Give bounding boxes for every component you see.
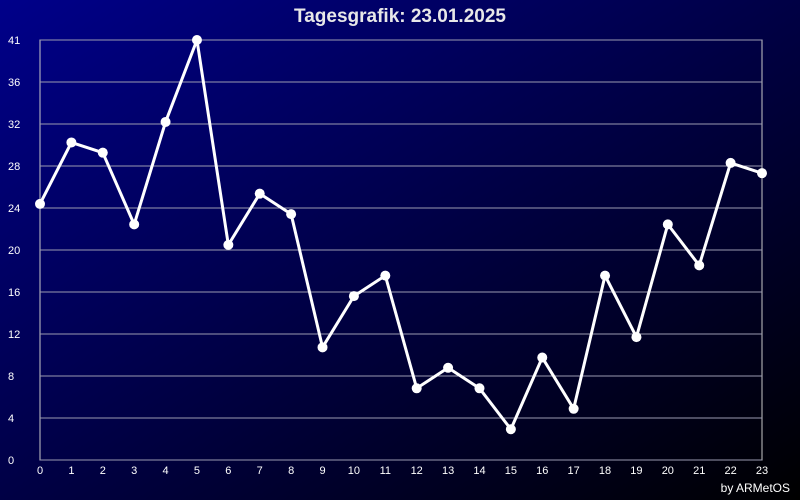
x-tick-label: 3 [131,465,137,477]
point [66,137,77,148]
point [568,403,579,414]
x-tick-label: 5 [194,465,200,477]
x-tick-label: 2 [100,465,106,477]
point [129,219,140,230]
point [694,260,705,271]
point [191,35,202,45]
x-tick-label: 19 [630,465,642,477]
x-tick-label: 16 [536,465,548,477]
y-tick-label: 8 [8,371,14,383]
point [35,198,45,209]
y-tick-label: 24 [8,203,20,215]
x-tick-label: 7 [257,465,263,477]
x-tick-label: 0 [37,465,43,477]
y-tick-label: 28 [8,161,20,173]
point [662,219,673,230]
line [38,38,763,431]
point [160,116,171,127]
point [348,291,359,302]
x-tick-label: 1 [68,465,74,477]
x-tick-label: 23 [756,465,768,477]
point [505,424,516,435]
x-tick-label: 21 [693,465,705,477]
x-tick-label: 11 [380,465,391,477]
chart-title: Tagesgrafik: 23.01.2025 [294,6,506,27]
point [380,270,391,281]
point [223,239,234,250]
x-tick-label: 20 [662,465,674,477]
y-tick-label: 0 [8,455,14,467]
y-tick-label: 12 [8,329,20,341]
x-tick-label: 6 [225,465,231,477]
footer: by ARMetOS [721,481,790,495]
x-tick-label: 9 [319,465,325,477]
x-tick-label: 10 [348,465,360,477]
x-tick-label: 22 [724,465,736,477]
y-tick-label: 32 [8,119,20,131]
x-tick-label: 4 [163,465,169,477]
point [537,352,548,363]
x-tick-label: 8 [288,465,294,477]
y-tick-label: 16 [8,287,20,299]
point [411,383,422,394]
point [254,188,265,199]
point [725,157,736,168]
y-tick-label: 20 [8,245,20,257]
x-tick-label: 17 [568,465,580,477]
x-tick-label: 12 [411,465,423,477]
point [317,342,328,353]
point [600,270,611,281]
point [286,209,297,220]
y-tick-label: 41 [8,35,20,47]
point [757,168,767,179]
x-tick-label: 13 [442,465,454,477]
y-tick-label: 36 [8,77,20,89]
x-tick-label: 15 [505,465,517,477]
point [443,362,454,373]
x-tick-label: 18 [599,465,611,477]
y-tick-label: 4 [8,413,14,425]
point [631,332,642,343]
x-tick-label: 14 [473,465,485,477]
point [474,383,485,394]
point [97,147,108,158]
